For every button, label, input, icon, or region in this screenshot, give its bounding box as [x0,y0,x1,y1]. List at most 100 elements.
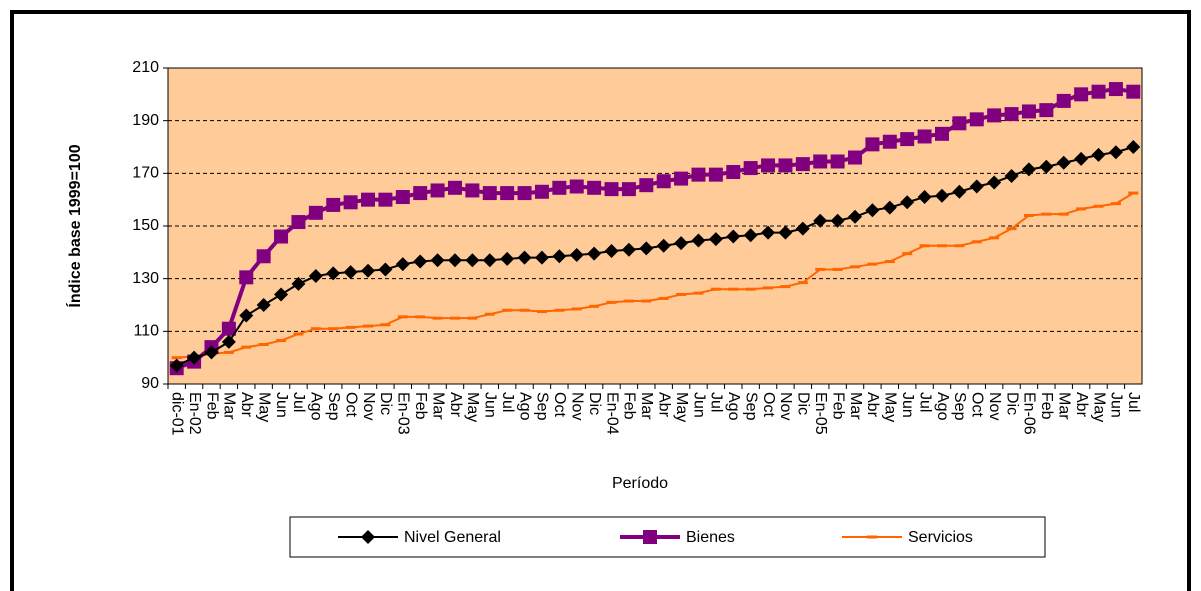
point [482,186,497,201]
point [502,308,513,312]
x-tick-label: Ago [516,392,533,421]
point [1074,87,1089,102]
x-tick-label: Mar [221,392,238,420]
point [345,325,356,329]
point [430,253,445,268]
x-tick-label: Ago [308,392,325,421]
point [969,179,984,194]
x-tick-label: Jun [690,392,707,418]
x-tick-label: Sep [325,392,342,421]
point [534,184,549,199]
point [604,244,619,259]
point [761,225,776,240]
point [691,233,706,248]
point [989,236,1000,240]
point [848,150,863,165]
legend-marker [643,530,657,544]
point [326,266,341,281]
point [830,154,845,169]
point [1076,207,1087,211]
point [1006,227,1017,231]
point [902,252,913,256]
point [1058,212,1069,216]
x-tick-label: Ago [725,392,742,421]
x-tick-label: Feb [412,392,429,420]
legend-marker [361,530,375,544]
point [274,287,289,302]
point [1091,147,1106,162]
x-tick-label: May [673,392,690,422]
y-axis-title: Índice base 1999=100 [65,144,84,307]
point [239,270,254,285]
point [308,205,323,220]
point [293,332,304,336]
point [621,182,636,197]
y-tick-label: 150 [132,217,159,234]
point [241,345,252,349]
point [917,190,932,205]
point [848,209,863,224]
x-tick-label: Sep [951,392,968,421]
point [676,292,687,296]
point [1108,82,1123,97]
point [1126,84,1141,99]
legend-label: Servicios [908,529,973,546]
point [571,307,582,311]
point [674,236,689,251]
point [641,299,652,303]
point [274,229,289,244]
point [291,215,306,230]
point [519,308,530,312]
legend-marker [867,535,877,539]
x-tick-label: Abr [655,392,672,418]
point [710,287,721,291]
x-tick-label: Jul [499,392,516,412]
point [1021,104,1036,119]
x-tick-label: Abr [238,392,255,418]
x-tick-label: Jun [482,392,499,418]
point [187,350,202,365]
x-tick-label: Mar [1055,392,1072,420]
point [221,334,236,349]
point [726,229,741,244]
point [343,195,358,210]
point [276,339,287,343]
point [884,260,895,264]
x-tick-label: Sep [742,392,759,421]
point [656,174,671,189]
x-tick-label: Jun [899,392,916,418]
point [256,298,271,312]
point [552,249,567,264]
legend-label: Bienes [686,529,735,546]
point [397,315,408,319]
x-tick-label: En-04 [603,392,620,435]
point [500,251,515,266]
point [919,244,930,248]
point [415,315,426,319]
point [728,287,739,291]
point [413,254,428,269]
point [569,247,584,262]
point [954,244,965,248]
point [795,157,810,172]
point [449,316,460,320]
point [813,154,828,169]
x-tick-label: Jul [290,392,307,412]
x-tick-label: Feb [1038,392,1055,420]
point [536,310,547,314]
point [482,253,497,268]
x-tick-label: En-02 [186,392,203,435]
x-tick-label: dic-01 [168,392,185,436]
point [204,345,219,360]
point [743,161,758,176]
point [378,192,393,207]
point [221,321,236,336]
point [1126,140,1141,154]
point [500,186,515,201]
point [971,240,982,244]
point [395,190,410,205]
x-tick-label: Nov [360,392,377,420]
point [587,246,602,261]
point [484,312,495,316]
